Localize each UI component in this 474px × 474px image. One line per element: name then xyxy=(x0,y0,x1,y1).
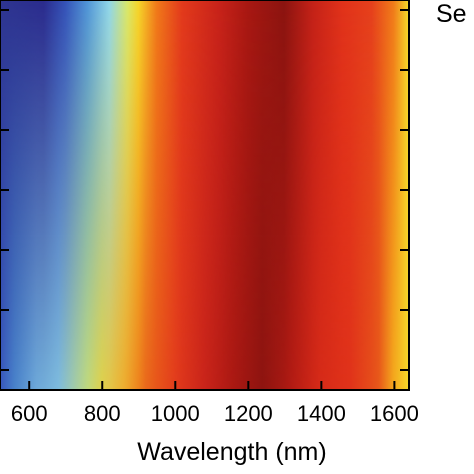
plot-area xyxy=(0,0,408,390)
y-axis-ticks xyxy=(0,9,409,371)
x-tick-label: 800 xyxy=(84,401,121,426)
x-tick-label: 1000 xyxy=(151,401,200,426)
x-axis-title: Wavelength (nm) xyxy=(137,438,326,466)
x-tick-label: 600 xyxy=(11,401,48,426)
corner-text: Se xyxy=(436,0,467,28)
heatmap-layer-top xyxy=(0,0,408,390)
x-axis-tick-labels: 600 800 1000 1200 1400 1600 xyxy=(11,401,419,426)
x-axis-ticks xyxy=(28,381,396,390)
x-tick-label: 1400 xyxy=(297,401,346,426)
x-tick-label: 1600 xyxy=(370,401,419,426)
x-tick-label: 1200 xyxy=(224,401,273,426)
plot-frame xyxy=(0,0,410,391)
